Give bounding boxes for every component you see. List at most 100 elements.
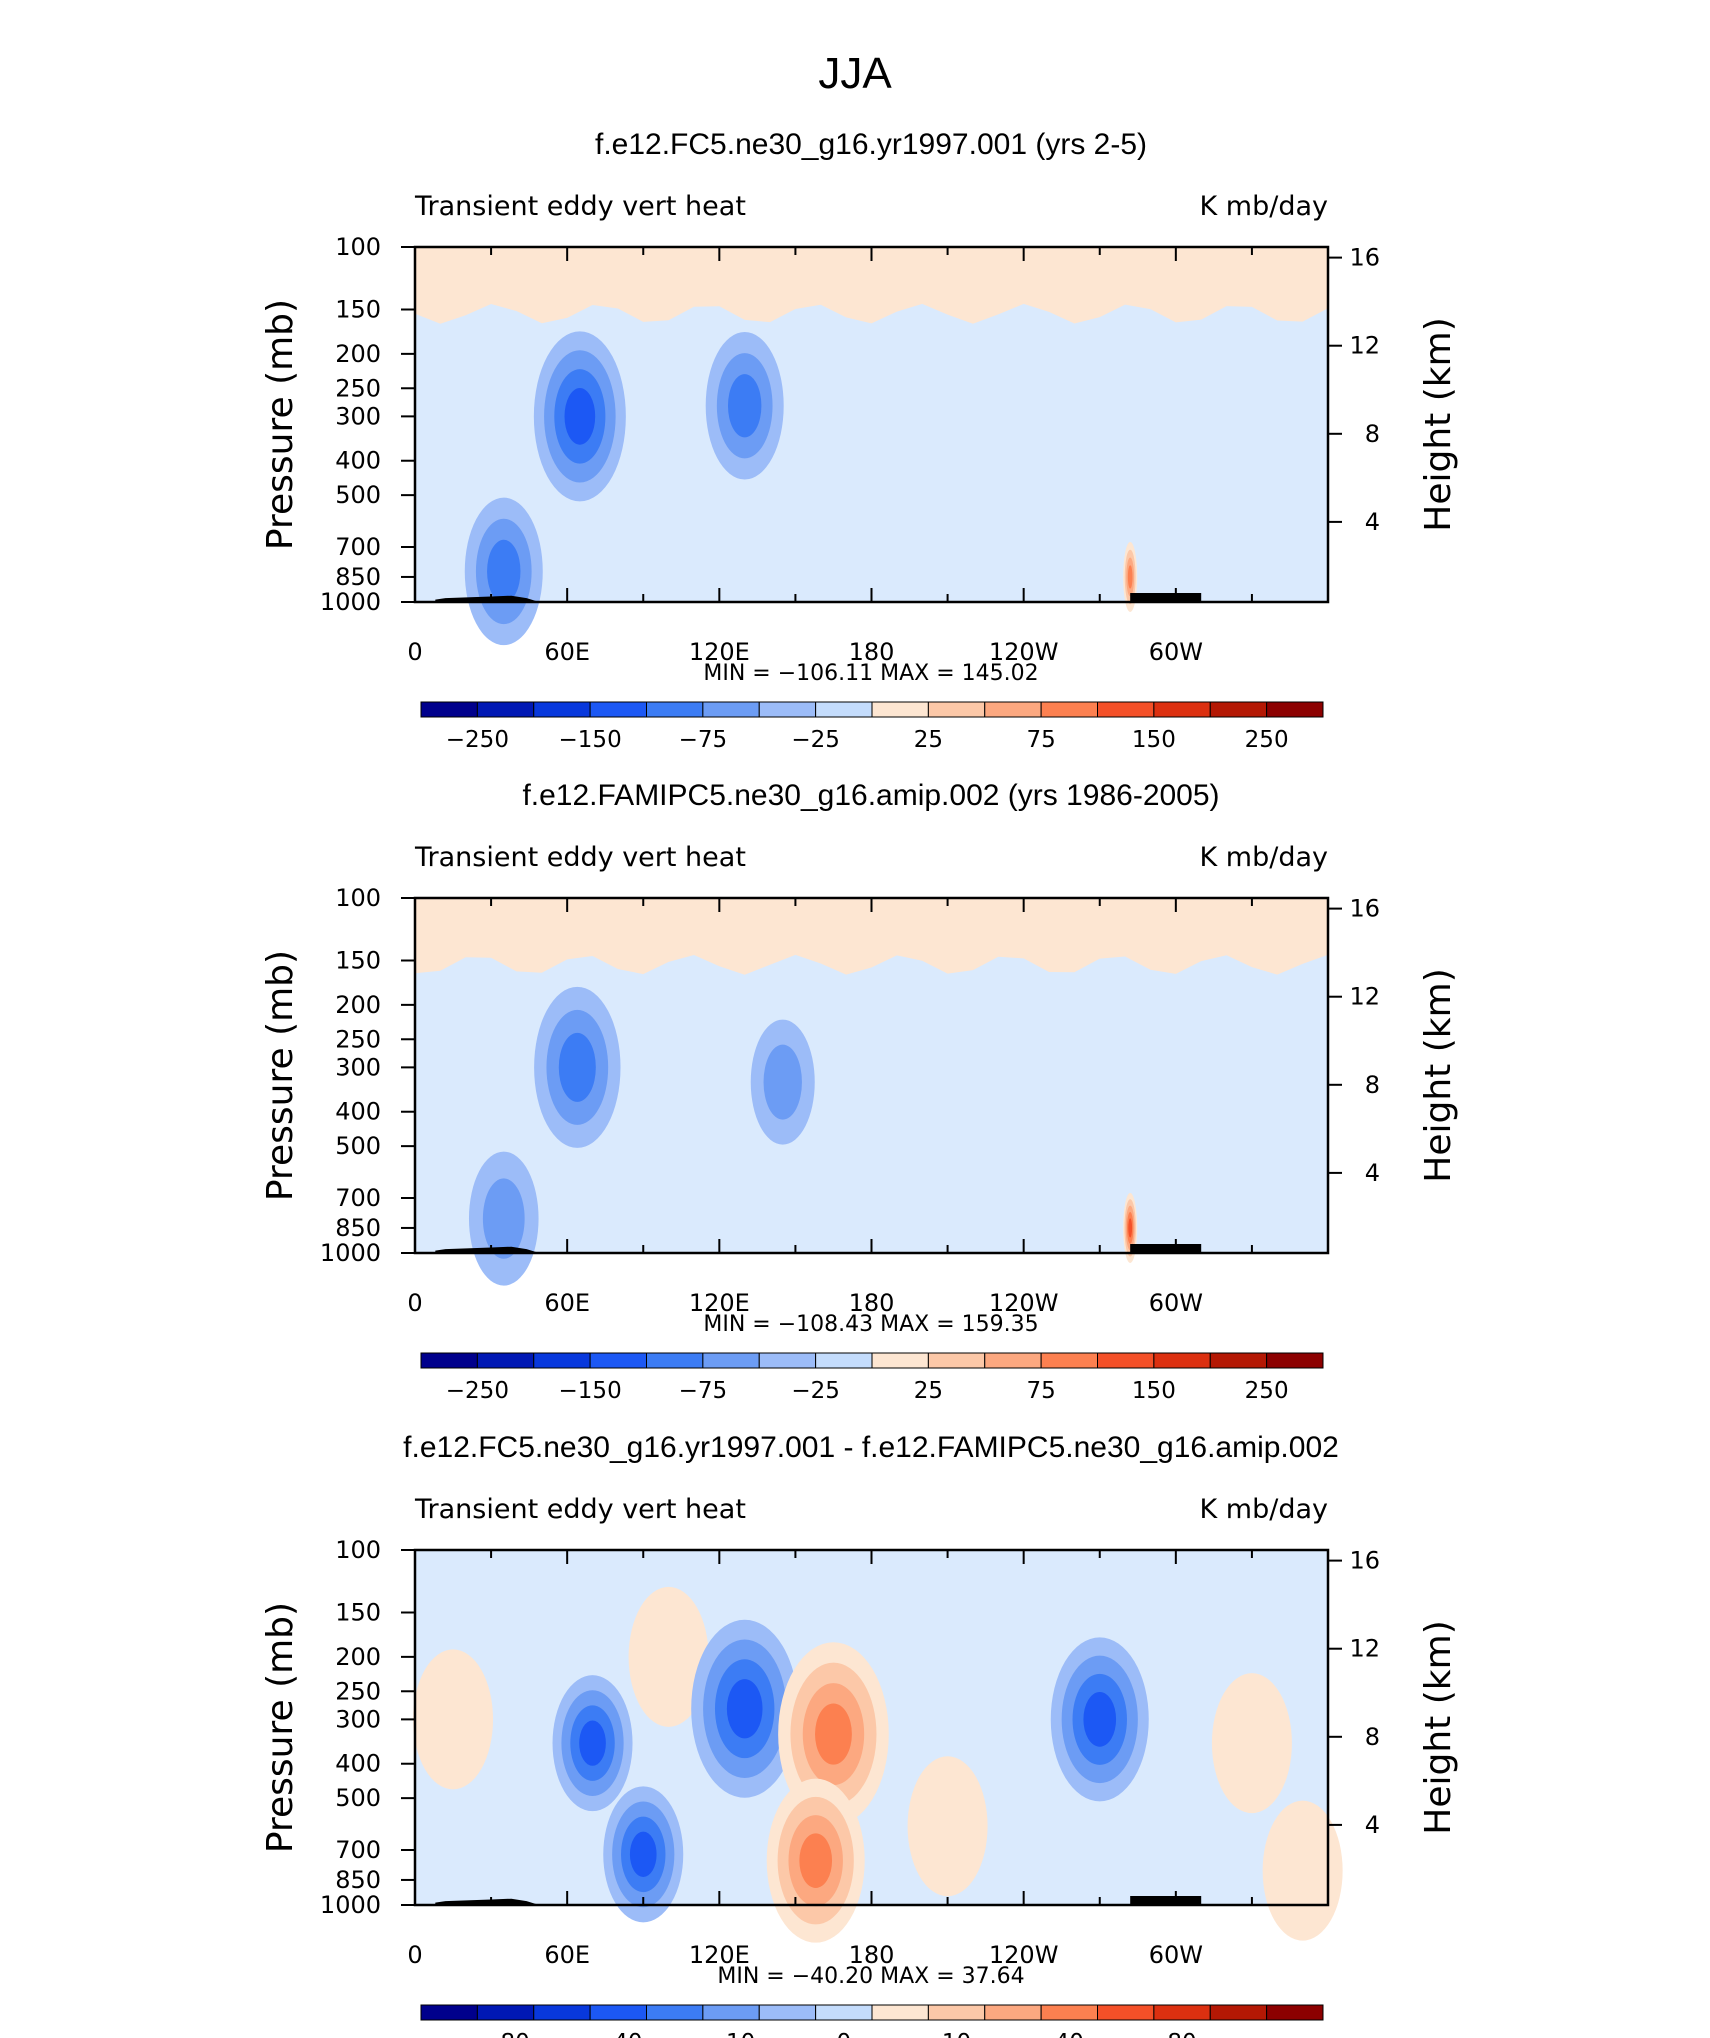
y-tick-label: 250 [335, 374, 381, 402]
min-max-stats: MIN = −108.43 MAX = 159.35 [703, 1312, 1038, 1337]
colorbar-label: 25 [914, 1378, 943, 1404]
colorbar-label: −40 [594, 2030, 643, 2038]
panel-title: f.e12.FAMIPC5.ne30_g16.amip.002 (yrs 198… [522, 779, 1219, 812]
y-tick-label: 400 [335, 447, 381, 475]
colorbar-box [1266, 701, 1324, 718]
height-tick-label: 4 [1365, 1811, 1380, 1839]
colorbar-box [984, 701, 1042, 718]
contour-feature [482, 1178, 525, 1259]
y-tick-label: 850 [335, 1214, 381, 1242]
colorbar-box [1097, 2004, 1155, 2021]
colorbar-label: −75 [679, 727, 728, 753]
topography [435, 595, 537, 602]
y-tick-label: 1000 [320, 588, 381, 616]
colorbar-label: 10 [942, 2030, 971, 2038]
colorbar-label: −150 [559, 1378, 622, 1404]
panel-3: f.e12.FC5.ne30_g16.yr1997.001 - f.e12.FA… [260, 1431, 1459, 2038]
y-tick-label: 100 [335, 233, 381, 261]
units-label: K mb/day [1200, 1494, 1329, 1525]
colorbar-box [589, 1352, 647, 1369]
colorbar-box [646, 2004, 704, 2021]
positive-region-upper [415, 247, 1328, 329]
y-tick-label: 200 [335, 340, 381, 368]
topography [1130, 1896, 1202, 1905]
y-tick-label: 300 [335, 1705, 381, 1733]
contour-feature [1083, 1692, 1117, 1747]
colorbar-box [927, 701, 986, 718]
colorbar-label: 40 [1055, 2030, 1084, 2038]
colorbar-box [871, 701, 929, 718]
positive-region-upper [415, 898, 1328, 980]
topography [435, 1246, 537, 1253]
min-max-stats: MIN = −106.11 MAX = 145.02 [703, 661, 1038, 686]
colorbar-box [533, 701, 591, 718]
colorbar-box [646, 1352, 704, 1369]
x-tick-label: 180 [849, 1289, 895, 1317]
colorbar-box [758, 2004, 817, 2021]
contour-feature [1127, 565, 1133, 589]
y-tick-label: 700 [335, 533, 381, 561]
variable-label: Transient eddy vert heat [414, 842, 746, 873]
topography [1130, 593, 1202, 602]
colorbar-box [646, 701, 704, 718]
contour-feature [763, 1044, 802, 1120]
colorbar-label: −250 [446, 1378, 509, 1404]
colorbar-box [476, 2004, 535, 2021]
y-axis-label: Pressure (mb) [260, 1602, 301, 1853]
figure-title: JJA [818, 49, 892, 98]
variable-label: Transient eddy vert heat [414, 1494, 746, 1525]
x-tick-label: 60E [544, 1941, 590, 1969]
contour-feature [629, 1831, 657, 1878]
x-tick-label: 0 [407, 1289, 422, 1317]
x-tick-label: 180 [849, 1941, 895, 1969]
min-max-stats: MIN = −40.20 MAX = 37.64 [717, 1964, 1024, 1989]
height-tick-label: 12 [1349, 983, 1380, 1011]
y-axis-label-right: Height (km) [1418, 968, 1459, 1182]
colorbar-label: 150 [1132, 727, 1176, 753]
colorbar-label: 0 [836, 2030, 851, 2038]
colorbar-label: 250 [1245, 1378, 1289, 1404]
x-tick-label: 180 [849, 638, 895, 666]
positive-region [413, 1649, 494, 1790]
y-tick-label: 200 [335, 991, 381, 1019]
y-tick-label: 150 [335, 947, 381, 975]
x-tick-label: 60W [1149, 638, 1203, 666]
colorbar-box [815, 1352, 873, 1369]
height-tick-label: 8 [1365, 420, 1380, 448]
colorbar-box [702, 701, 760, 718]
colorbar-box [1266, 2004, 1324, 2021]
colorbar-box [758, 701, 817, 718]
colorbar-label: −250 [446, 727, 509, 753]
y-axis-label: Pressure (mb) [260, 299, 301, 550]
colorbar-label: 75 [1026, 1378, 1055, 1404]
y-tick-label: 150 [335, 296, 381, 324]
topography [435, 1898, 537, 1905]
colorbar-box [533, 1352, 591, 1369]
colorbar-box [815, 2004, 873, 2021]
colorbar-box [533, 2004, 591, 2021]
colorbar-box [1040, 701, 1098, 718]
y-tick-label: 400 [335, 1750, 381, 1778]
positive-region [1262, 1800, 1343, 1941]
y-tick-label: 850 [335, 1866, 381, 1894]
colorbar-box [871, 2004, 929, 2021]
height-tick-label: 4 [1365, 508, 1380, 536]
x-tick-label: 0 [407, 1941, 422, 1969]
colorbar-box [1266, 1352, 1324, 1369]
x-tick-label: 120W [989, 1289, 1059, 1317]
topography [1130, 1244, 1202, 1253]
y-tick-label: 250 [335, 1025, 381, 1053]
colorbar-box [702, 1352, 760, 1369]
panel-1: f.e12.FC5.ne30_g16.yr1997.001 (yrs 2-5) T… [260, 128, 1459, 753]
colorbar-label: −25 [791, 727, 840, 753]
height-tick-label: 12 [1349, 332, 1380, 360]
contour-feature [579, 1720, 606, 1766]
colorbar-box [420, 701, 478, 718]
y-tick-label: 100 [335, 1536, 381, 1564]
colorbar-box [1040, 2004, 1098, 2021]
colorbar-label: −10 [707, 2030, 756, 2038]
positive-region [1211, 1673, 1292, 1814]
x-tick-label: 60E [544, 1289, 590, 1317]
units-label: K mb/day [1200, 842, 1329, 873]
